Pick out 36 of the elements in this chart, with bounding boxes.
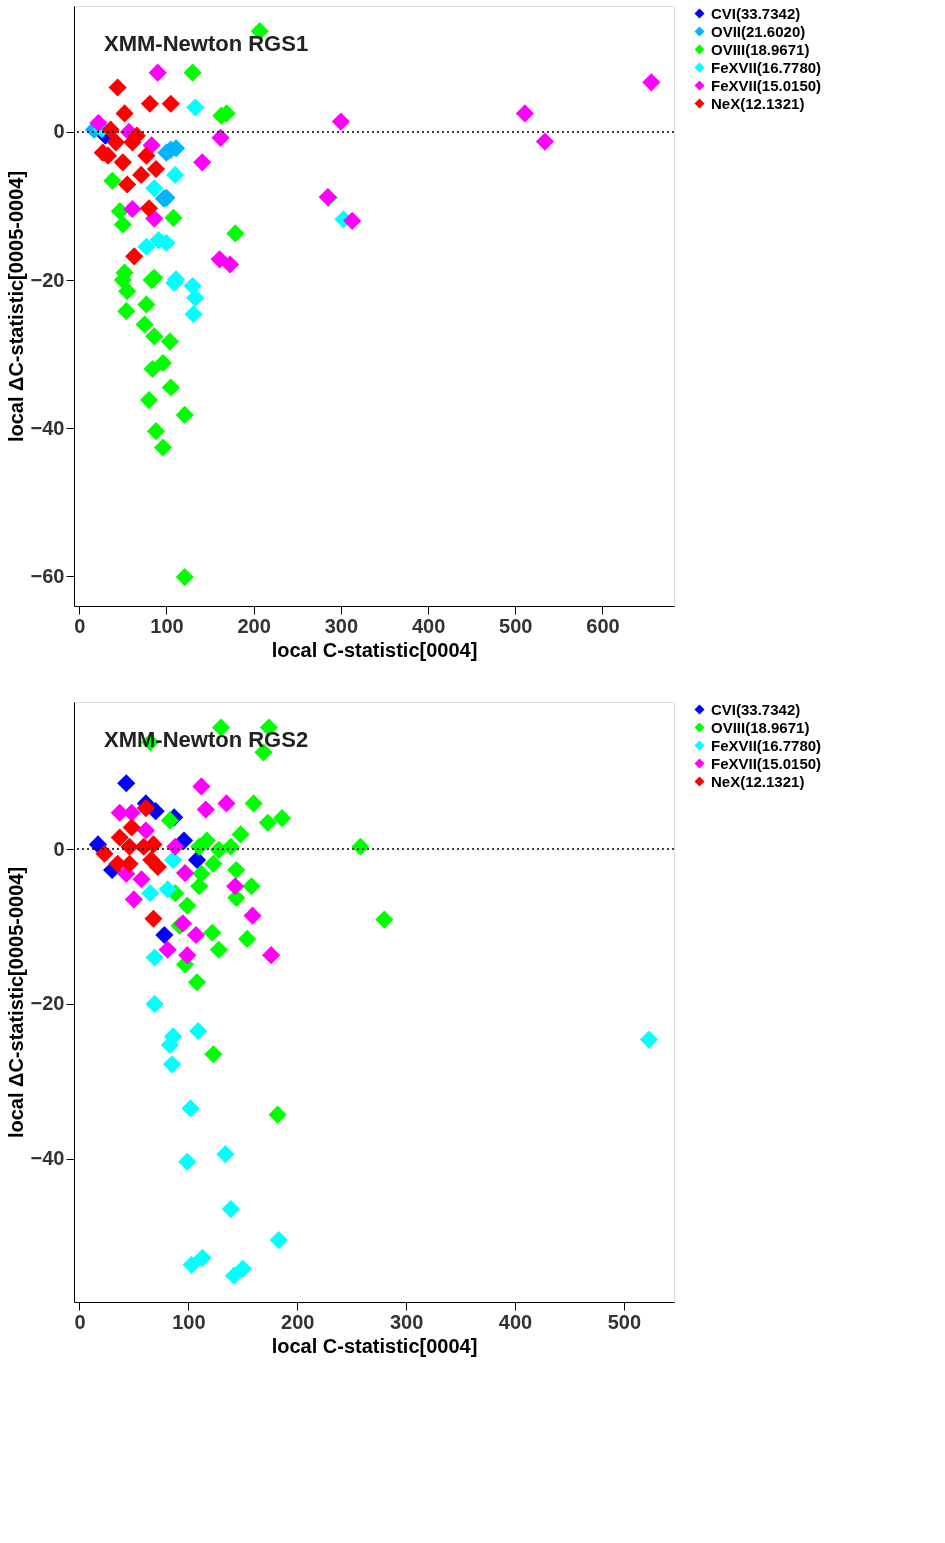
legend-label: OVII(21.6020)	[711, 22, 806, 40]
y-tick-label: 0	[53, 837, 65, 860]
x-tick-label: 100	[172, 1310, 206, 1333]
y-axis-title: local ΔC-statistic[0005-0004]	[4, 866, 27, 1139]
x-axis-title: local C-statistic[0004]	[271, 1334, 478, 1357]
legend-label: OVIII(18.9671)	[711, 718, 810, 736]
x-tick-label: 500	[607, 1310, 642, 1333]
y-tick-label: −40	[30, 1147, 65, 1170]
y-tick-label: 0	[53, 120, 65, 143]
y-tick-label: −40	[30, 416, 65, 439]
y-tick-label: −20	[30, 268, 65, 291]
legend-label: FeXVII(15.0150)	[711, 754, 822, 772]
legend-label: FeXVII(16.7780)	[711, 58, 822, 76]
legend-label: FeXVII(15.0150)	[711, 76, 822, 94]
y-axis-title: local ΔC-statistic[0005-0004]	[4, 170, 27, 443]
y-tick-label: −60	[30, 564, 65, 587]
x-tick-label: 400	[411, 614, 446, 637]
legend-label: NeX(12.1321)	[711, 94, 805, 112]
legend-label: NeX(12.1321)	[711, 772, 805, 790]
legend-label: CVI(33.7342)	[711, 4, 801, 22]
x-tick-label: 200	[237, 614, 271, 637]
legend-label: FeXVII(16.7780)	[711, 736, 822, 754]
x-axis-title: local C-statistic[0004]	[271, 638, 478, 661]
legend-label: CVI(33.7342)	[711, 700, 801, 718]
x-tick-label: 600	[586, 614, 620, 637]
x-tick-label: 400	[498, 1310, 533, 1333]
legend-label: OVIII(18.9671)	[711, 40, 810, 58]
x-tick-label: 200	[281, 1310, 315, 1333]
x-tick-label: 300	[389, 1310, 424, 1333]
x-tick-label: 0	[74, 614, 86, 637]
x-tick-label: 0	[74, 1310, 86, 1333]
x-tick-label: 300	[324, 614, 359, 637]
x-tick-label: 100	[150, 614, 184, 637]
x-tick-label: 500	[499, 614, 533, 637]
y-tick-label: −20	[30, 992, 65, 1015]
text: XMM-Newton RGS1	[104, 31, 309, 56]
